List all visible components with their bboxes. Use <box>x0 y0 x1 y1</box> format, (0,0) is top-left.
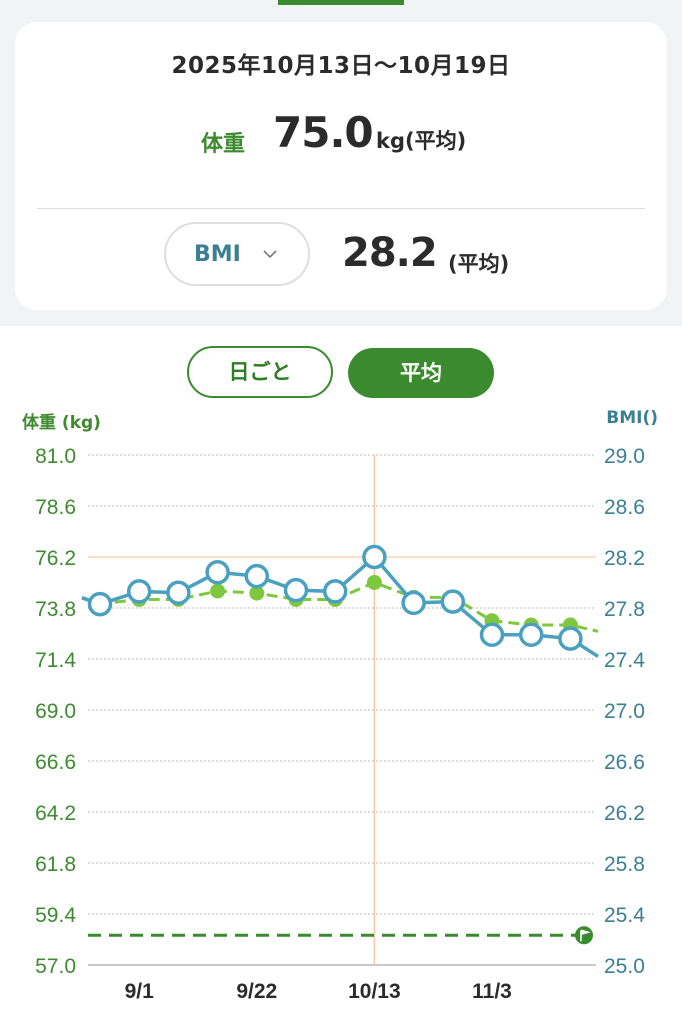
bmi-avg-label: (平均) <box>448 252 510 276</box>
bmi-point <box>322 579 348 604</box>
divider <box>37 208 645 209</box>
bmi-point <box>126 579 152 604</box>
chevron-down-icon <box>263 250 277 259</box>
weight-point <box>210 583 226 599</box>
left-tick-label: 76.2 <box>35 547 76 570</box>
bmi-point <box>518 622 544 648</box>
weight-label: 体重 <box>201 132 246 157</box>
left-tick-label: 78.6 <box>35 496 76 519</box>
bmi-point <box>558 626 583 651</box>
toggle-average-button[interactable]: 平均 <box>348 348 494 398</box>
left-tick-label: 69.0 <box>35 700 76 723</box>
bmi-point <box>87 591 113 617</box>
right-tick-label: 27.4 <box>604 649 645 672</box>
right-axis-title: BMI() <box>606 408 658 428</box>
left-tick-label: 81.0 <box>35 445 76 468</box>
bmi-point <box>166 580 191 605</box>
bmi-series-line <box>81 554 599 658</box>
weight-point <box>366 575 382 590</box>
x-tick-label: 9/1 <box>125 980 155 1003</box>
left-tick-label: 73.8 <box>35 598 76 621</box>
right-tick-label: 28.2 <box>604 547 645 570</box>
left-tick-label: 66.6 <box>35 751 76 774</box>
weight-value: 75.0 <box>273 108 374 157</box>
right-tick-label: 25.0 <box>604 955 645 978</box>
toggle-daily-button[interactable]: 日ごと <box>187 346 333 398</box>
right-tick-label: 25.8 <box>604 853 645 876</box>
right-tick-label: 28.6 <box>604 496 645 519</box>
tab-indicator <box>278 0 404 5</box>
bmi-selector-label: BMI <box>194 242 241 267</box>
right-tick-label: 26.2 <box>604 802 645 825</box>
target-flag-icon <box>575 926 593 945</box>
right-tick-label: 27.8 <box>604 598 645 621</box>
weight-point <box>249 585 265 601</box>
flag-glyph <box>580 929 591 942</box>
x-tick-label: 10/13 <box>348 980 401 1003</box>
bmi-point <box>479 622 505 648</box>
bmi-point <box>362 544 387 570</box>
bmi-value: 28.2 <box>342 230 438 276</box>
bmi-point <box>244 563 270 589</box>
left-tick-label: 61.8 <box>35 853 76 876</box>
bmi-point <box>205 560 230 585</box>
summary-card: 2025年10月13日〜10月19日 体重 75.0 kg(平均) BMI 28… <box>15 22 667 310</box>
x-tick-label: 9/22 <box>236 980 277 1003</box>
bmi-selector-button[interactable]: BMI <box>164 222 310 286</box>
bmi-point <box>401 590 426 616</box>
bmi-point <box>440 589 466 614</box>
weight-unit: kg(平均) <box>376 129 467 153</box>
left-tick-label: 57.0 <box>35 955 76 978</box>
bmi-point <box>283 577 309 603</box>
left-tick-label: 59.4 <box>35 904 76 927</box>
right-tick-label: 29.0 <box>604 445 645 468</box>
right-tick-label: 26.6 <box>604 751 645 774</box>
left-tick-label: 64.2 <box>35 802 76 825</box>
right-tick-label: 25.4 <box>604 904 645 927</box>
weight-summary: 体重 75.0 kg(平均) <box>15 108 667 174</box>
date-range: 2025年10月13日〜10月19日 <box>171 53 511 79</box>
left-tick-label: 71.4 <box>35 649 76 672</box>
left-axis-title: 体重 (kg) <box>22 413 101 433</box>
right-tick-label: 27.0 <box>604 700 645 723</box>
x-tick-label: 11/3 <box>472 980 512 1003</box>
chart-panel <box>0 326 682 1024</box>
